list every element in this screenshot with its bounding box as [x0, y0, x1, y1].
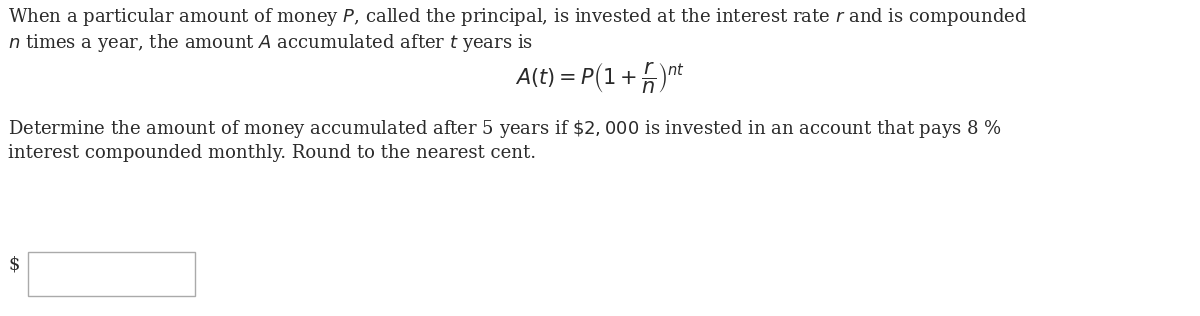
Text: $: $	[8, 255, 19, 273]
Text: $A(t) = P\left(1 + \dfrac{r}{n}\right)^{nt}$: $A(t) = P\left(1 + \dfrac{r}{n}\right)^{…	[515, 60, 685, 95]
Text: When a particular amount of money $P$, called the principal, is invested at the : When a particular amount of money $P$, c…	[8, 6, 1027, 28]
Text: interest compounded monthly. Round to the nearest cent.: interest compounded monthly. Round to th…	[8, 144, 536, 162]
Text: Determine the amount of money accumulated after 5 years if $\$2,000$ is invested: Determine the amount of money accumulate…	[8, 118, 1002, 140]
FancyBboxPatch shape	[28, 252, 194, 296]
Text: $n$ times a year, the amount $A$ accumulated after $t$ years is: $n$ times a year, the amount $A$ accumul…	[8, 32, 533, 54]
